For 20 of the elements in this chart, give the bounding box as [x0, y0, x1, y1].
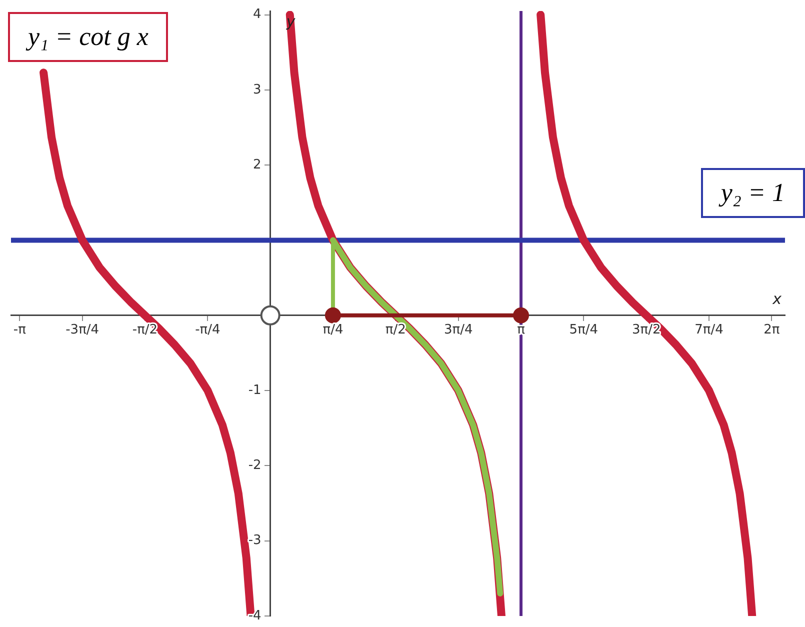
x-tick-label: π/2 [385, 322, 406, 338]
y-tick-label: -4 [248, 608, 262, 624]
y-tick-label: 4 [253, 7, 262, 22]
y-tick-label: -3 [248, 533, 262, 548]
y-tick-label: 2 [253, 157, 262, 172]
x-tick-label: 7π/4 [694, 322, 724, 338]
series-label: y₁ = cot g x [8, 12, 168, 62]
x-tick-label: 5π/4 [569, 322, 598, 338]
x-axis-title: x [772, 290, 782, 308]
y-tick-label: 3 [253, 82, 262, 98]
x-tick-label: 2π [764, 322, 780, 338]
x-tick-label: 3π/4 [444, 322, 473, 338]
x-tick-label: -π [13, 322, 26, 338]
y-tick-label: -2 [248, 458, 262, 474]
x-tick-label: -3π/4 [66, 322, 100, 338]
y-tick-label: -1 [248, 382, 262, 398]
series-label: y₂ = 1 [700, 168, 805, 218]
x-tick-label: -π/2 [132, 322, 158, 338]
x-tick-label: -π/4 [195, 322, 220, 338]
x-tick-label: π/4 [322, 322, 344, 338]
